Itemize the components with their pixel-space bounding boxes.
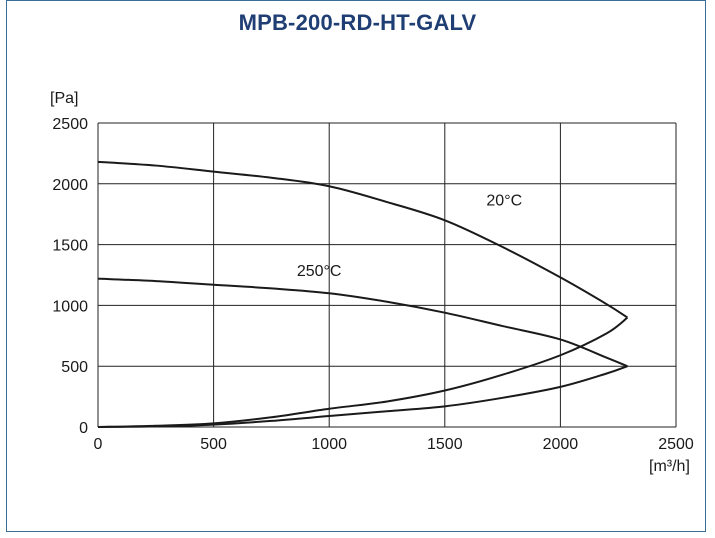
x-axis-label: [m³/h]: [649, 458, 690, 475]
y-tick-label: 2500: [52, 116, 88, 133]
y-tick-label: 1500: [52, 238, 88, 255]
series-lines: [97, 160, 629, 428]
y-tick-label: 500: [61, 359, 88, 376]
y-tick-label: 0: [79, 420, 88, 437]
annotation-label: 20°C: [486, 193, 522, 210]
x-tick-label: 2000: [543, 436, 579, 453]
series-line-0: [97, 160, 628, 319]
annotation-label: 250°C: [297, 263, 342, 280]
x-tick-label: 0: [94, 436, 103, 453]
chart-frame: [6, 0, 706, 532]
x-tick-label: 1000: [311, 436, 347, 453]
series-line-2: [97, 316, 629, 428]
series-line-1: [97, 277, 628, 368]
x-tick-label: 1500: [427, 436, 463, 453]
y-tick-label: 2000: [52, 177, 88, 194]
tick-labels: 0 500 1000 1500 2000 2500 0 500 1000 1500 2000 2500: [52, 116, 693, 453]
y-tick-label: 1000: [52, 298, 88, 315]
grid: [97, 122, 677, 428]
annotations: 20°C 250°C: [297, 193, 522, 281]
chart-title: MPB-200-RD-HT-GALV: [238, 10, 477, 35]
x-tick-label: 2500: [658, 436, 694, 453]
x-tick-label: 500: [200, 436, 227, 453]
series-line-3: [97, 365, 628, 428]
y-axis-label: [Pa]: [50, 90, 78, 107]
